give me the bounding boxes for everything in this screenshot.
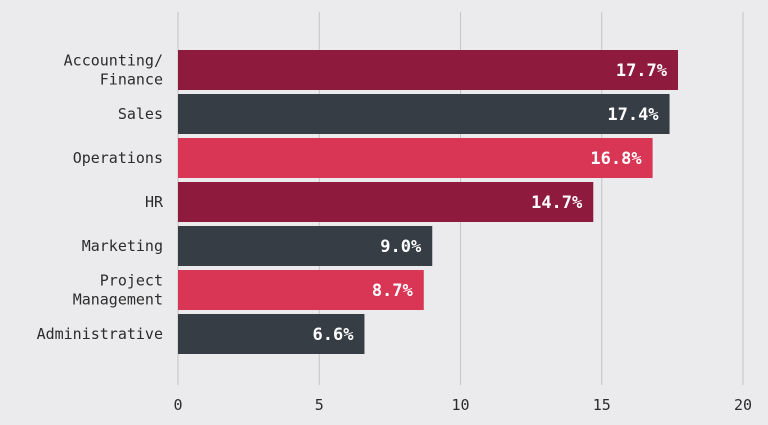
data-label: 9.0% bbox=[380, 237, 422, 257]
bar bbox=[178, 226, 433, 266]
data-label: 14.7% bbox=[531, 193, 583, 213]
bar bbox=[178, 314, 365, 354]
category-label: Project Management bbox=[73, 272, 163, 309]
data-label: 8.7% bbox=[372, 281, 414, 301]
data-label: 17.4% bbox=[607, 105, 659, 125]
category-label: Sales bbox=[118, 105, 163, 123]
category-label: Operations bbox=[73, 149, 163, 167]
x-tick-label: 0 bbox=[173, 396, 182, 414]
bar bbox=[178, 182, 594, 222]
bar bbox=[178, 94, 670, 134]
bar bbox=[178, 138, 653, 178]
category-label: Marketing bbox=[82, 237, 163, 255]
bar bbox=[178, 270, 424, 310]
x-tick-label: 10 bbox=[451, 396, 469, 414]
bar bbox=[178, 50, 679, 90]
x-tick-label: 5 bbox=[315, 396, 324, 414]
value-labels: 17.7% 17.4% 16.8% 14.7% 9.0% 8.7% 6.6% bbox=[312, 61, 667, 345]
data-label: 17.7% bbox=[616, 61, 668, 81]
x-tick-label: 20 bbox=[734, 396, 752, 414]
bars bbox=[178, 50, 679, 354]
x-axis-ticks: 0 5 10 15 20 bbox=[173, 396, 752, 414]
category-labels: Accounting/Finance Sales Operations HR Marke… bbox=[37, 52, 164, 344]
data-label: 16.8% bbox=[590, 149, 642, 169]
data-label: 6.6% bbox=[312, 325, 354, 345]
category-label: Accounting/Finance bbox=[64, 52, 163, 89]
x-tick-label: 15 bbox=[593, 396, 611, 414]
category-label: HR bbox=[145, 193, 164, 211]
category-label: Administrative bbox=[37, 325, 163, 343]
